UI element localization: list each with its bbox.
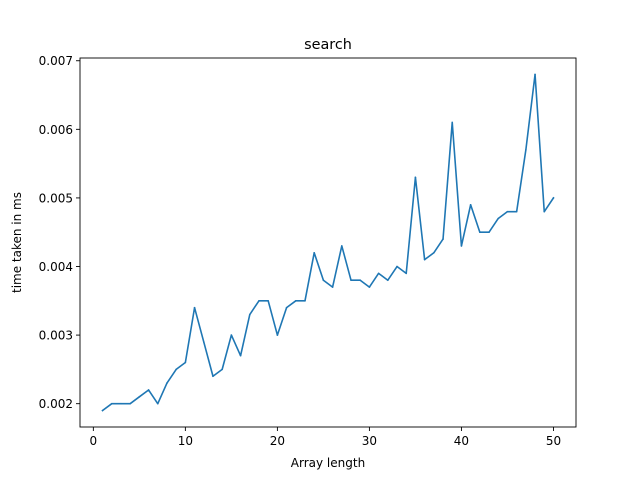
- data-point: [497, 217, 500, 220]
- data-point: [359, 279, 362, 282]
- y-tick-label: 0.003: [39, 329, 73, 343]
- data-points: [101, 73, 555, 412]
- plot-frame: [79, 57, 577, 428]
- y-tick-label: 0.006: [39, 123, 73, 137]
- data-point: [451, 121, 454, 124]
- data-point: [414, 176, 417, 179]
- data-point: [156, 402, 159, 405]
- y-tick-label: 0.004: [39, 260, 73, 274]
- x-tick-label: 50: [546, 434, 561, 448]
- data-point: [423, 258, 426, 261]
- data-point: [387, 279, 389, 282]
- data-point: [368, 286, 371, 288]
- data-point: [193, 306, 196, 309]
- data-point: [212, 375, 214, 378]
- data-point: [534, 73, 536, 76]
- data-point: [304, 299, 306, 302]
- data-point: [147, 389, 150, 391]
- data-point: [221, 368, 223, 371]
- data-point: [294, 299, 297, 302]
- x-tick-label: 20: [270, 434, 285, 448]
- x-tick-label: 30: [362, 434, 377, 448]
- data-point: [460, 245, 463, 247]
- y-tick-label: 0.007: [39, 54, 73, 68]
- data-point: [258, 299, 260, 302]
- data-point: [120, 402, 122, 405]
- data-point: [525, 149, 527, 151]
- y-tick-label: 0.002: [39, 397, 73, 411]
- data-point: [322, 279, 325, 282]
- axis-ticks: 0 10 20 30 40 50 0.002 0.003 0.004 0.005 0.006 0.00…: [39, 54, 561, 448]
- y-tick-label: 0.005: [39, 191, 73, 205]
- data-point: [331, 286, 334, 288]
- data-point: [175, 368, 177, 371]
- data-point: [479, 231, 481, 234]
- data-point: [543, 210, 546, 213]
- data-point: [110, 402, 113, 405]
- data-point: [248, 313, 251, 316]
- data-point: [350, 279, 352, 282]
- data-point: [101, 409, 104, 412]
- data-point: [166, 382, 168, 384]
- x-tick-label: 0: [90, 434, 98, 448]
- x-tick-label: 10: [178, 434, 193, 448]
- data-point: [515, 210, 518, 213]
- data-point: [552, 197, 555, 199]
- chart-title: search: [304, 37, 352, 53]
- data-point: [442, 238, 444, 240]
- series-line: [101, 73, 555, 412]
- data-point: [184, 361, 187, 364]
- data-point: [239, 354, 242, 357]
- data-point: [267, 299, 269, 302]
- data-point: [313, 251, 315, 254]
- data-point: [377, 272, 380, 275]
- data-point: [285, 306, 288, 309]
- data-point: [129, 402, 131, 405]
- y-axis-label: time taken in ms: [10, 192, 24, 293]
- data-point: [433, 251, 435, 254]
- data-point: [138, 396, 141, 398]
- data-point: [469, 203, 472, 206]
- data-point: [396, 265, 398, 268]
- x-axis-label: Array length: [291, 456, 365, 470]
- data-point: [341, 245, 343, 247]
- data-point: [276, 334, 279, 336]
- data-point: [230, 334, 233, 336]
- data-point: [506, 210, 509, 213]
- data-point: [202, 341, 205, 343]
- data-point: [488, 231, 490, 234]
- data-point: [405, 272, 408, 275]
- x-tick-label: 40: [454, 434, 469, 448]
